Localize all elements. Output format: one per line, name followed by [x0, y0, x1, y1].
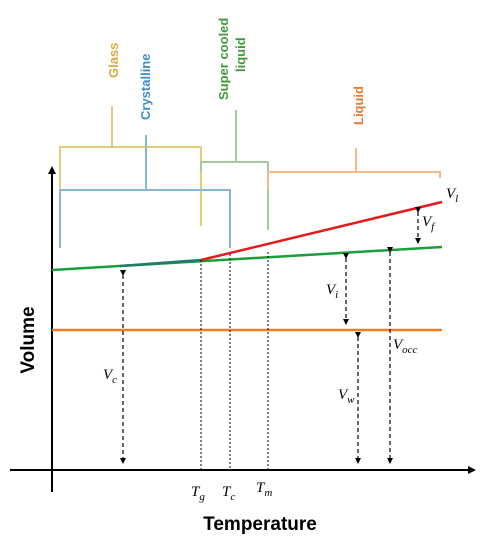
- glass-bracket: [59, 106, 202, 226]
- vi-label: Vi: [326, 282, 338, 301]
- vw-label: Vw: [338, 387, 355, 406]
- temperature-guides: [200, 252, 269, 470]
- vl-label: Vl: [446, 186, 458, 205]
- liquid-bracket: [267, 148, 441, 190]
- supercooled-label-line1: Super cooled: [216, 18, 231, 100]
- tm-label: Tm: [256, 480, 272, 499]
- volume-arrows: [120, 207, 421, 464]
- crystalline-bracket: [59, 135, 231, 248]
- tc-label: Tc: [222, 484, 235, 503]
- supercooled-bracket: [200, 110, 269, 230]
- occupied-volume-line: [51, 245, 443, 272]
- glass-label: Glass: [106, 43, 121, 78]
- vc-label: Vc: [103, 367, 117, 386]
- liquid-volume-line: [200, 200, 443, 262]
- supercooled-label-line2: liquid: [233, 37, 248, 72]
- vocc-label: Vocc: [393, 337, 418, 356]
- y-axis-title: Volume: [18, 306, 39, 373]
- tg-label: Tg: [191, 484, 205, 503]
- x-axis-title: Temperature: [203, 514, 317, 535]
- crystalline-label: Crystalline: [138, 54, 153, 120]
- liquid-label: Liquid: [351, 86, 366, 125]
- crystal-segment: [119, 258, 202, 268]
- vf-label: Vf: [422, 214, 436, 233]
